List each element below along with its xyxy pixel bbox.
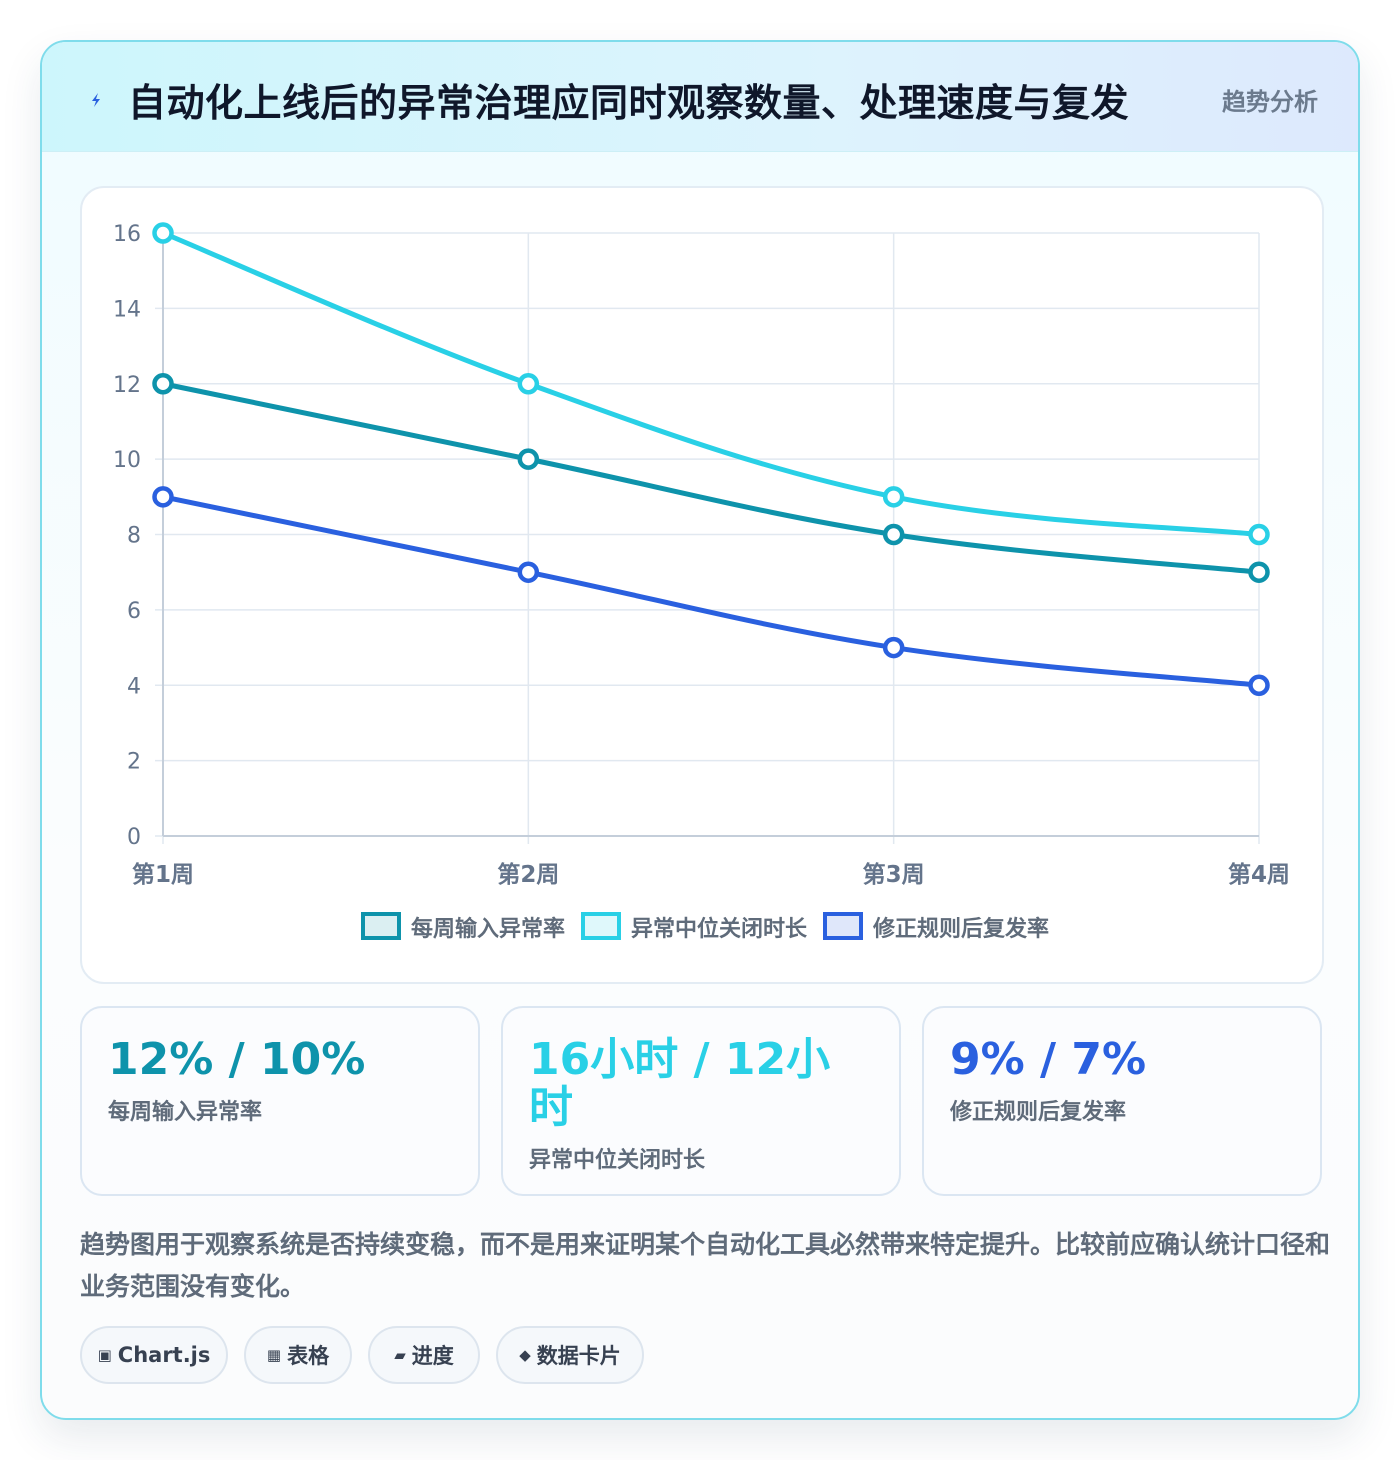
stat-card-input-error-rate: 12% / 10% 每周输入异常率 (80, 1006, 480, 1196)
legend-swatch (361, 912, 401, 940)
legend-label: 修正规则后复发率 (872, 916, 1049, 942)
diamond-icon: ◆ (519, 1346, 531, 1364)
progress-icon: ▰ (394, 1346, 406, 1364)
y-tick-label: 16 (113, 222, 141, 247)
card-header: 自动化上线后的异常治理应同时观察数量、处理速度与复发 趋势分析 (42, 42, 1358, 152)
chip-data-card[interactable]: ◆ 数据卡片 (496, 1326, 644, 1384)
chip-label: Chart.js (117, 1343, 211, 1367)
chip-label: 进度 (411, 1344, 454, 1368)
data-point (1248, 523, 1270, 546)
legend-label: 异常中位关闭时长 (631, 916, 808, 942)
x-tick-label: 第1周 (132, 861, 194, 888)
y-tick-label: 10 (113, 448, 141, 473)
chip-table[interactable]: ▦ 表格 (244, 1326, 352, 1384)
x-tick-label: 第4周 (1228, 861, 1290, 888)
y-tick-label: 4 (127, 674, 141, 699)
data-point (152, 373, 174, 395)
stat-card-recurrence-rate: 9% / 7% 修正规则后复发率 (922, 1006, 1322, 1196)
series-line-3 (160, 494, 1262, 688)
trend-card: 自动化上线后的异常治理应同时观察数量、处理速度与复发 趋势分析 0 2 4 6 8 10 1… (40, 40, 1360, 1420)
stat-label: 每周输入异常率 (108, 1100, 263, 1125)
lightning-icon (92, 93, 100, 107)
stat-label: 异常中位关闭时长 (529, 1148, 706, 1173)
series-line-1 (160, 381, 1262, 575)
chart-note: 趋势图用于观察系统是否持续变稳，而不是用来证明某个自动化工具必然带来特定提升。比… (80, 1230, 1331, 1301)
y-tick-label: 8 (127, 524, 141, 549)
data-point (1248, 561, 1270, 583)
chip-label: 表格 (287, 1344, 330, 1368)
chip-label: 数据卡片 (536, 1344, 621, 1368)
chip-progress[interactable]: ▰ 进度 (368, 1326, 480, 1384)
y-tick-label: 14 (113, 297, 141, 322)
data-point (1248, 674, 1270, 696)
legend-label: 每周输入异常率 (411, 916, 565, 942)
trend-analysis-tag: 趋势分析 (1222, 88, 1318, 116)
legend-swatch (581, 912, 621, 940)
stat-card-close-duration: 16小时 / 12小时 异常中位关闭时长 (501, 1006, 901, 1196)
x-tick-label: 第2周 (497, 861, 559, 888)
y-tick-label: 6 (127, 599, 141, 624)
stat-value: 12% / 10% (108, 1034, 366, 1085)
table-icon: ▦ (266, 1346, 282, 1364)
data-point (882, 636, 905, 659)
data-point (517, 448, 540, 470)
data-point (517, 373, 540, 395)
x-tick-label: 第3周 (863, 861, 925, 888)
data-point (882, 523, 905, 546)
series-line-2 (160, 230, 1262, 537)
stat-label: 修正规则后复发率 (950, 1100, 1127, 1125)
y-tick-label: 0 (127, 825, 141, 850)
data-point (882, 486, 905, 508)
stat-value: 9% / 7% (950, 1034, 1147, 1085)
stat-value: 16小时 / 12小时 (529, 1034, 831, 1133)
data-point (517, 561, 540, 583)
y-tick-label: 12 (113, 373, 141, 398)
chart-icon: ▣ (97, 1346, 112, 1364)
legend-swatch (823, 912, 863, 940)
data-point (152, 222, 174, 244)
data-point (152, 486, 174, 508)
chart-panel: 0 2 4 6 8 10 12 14 16 第1周 第2周 第3周 第4周每周输入异常率 异常中位关闭时长… (80, 186, 1324, 984)
chip-chartjs[interactable]: ▣ Chart.js (80, 1326, 228, 1384)
card-title: 自动化上线后的异常治理应同时观察数量、处理速度与复发 (128, 81, 1130, 125)
y-tick-label: 2 (127, 750, 141, 775)
